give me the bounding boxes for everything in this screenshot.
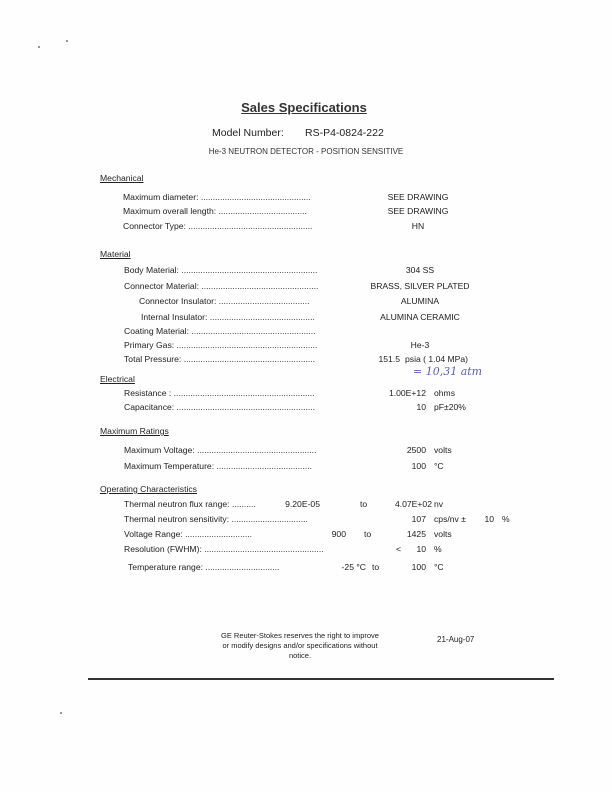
spec-label: Maximum Temperature: ...................… (124, 461, 312, 471)
spec-value: ALUMINA (400, 296, 440, 306)
spec-label: Connector Insulator: ...................… (139, 296, 310, 306)
spec-value: 10 (416, 402, 426, 412)
spec-min: 900 (331, 529, 346, 539)
section-material: Material (100, 249, 131, 259)
footer-rule (88, 678, 554, 680)
spec-label: Thermal neutron flux range: .......... (124, 499, 256, 509)
section-maximum-ratings: Maximum Ratings (100, 426, 169, 436)
spec-label: Resolution (FWHM): .....................… (124, 544, 324, 554)
spec-label: Capacitance: ...........................… (124, 402, 316, 412)
scan-speck (60, 712, 62, 714)
spec-label: Resistance : ...........................… (124, 388, 315, 398)
spec-label: Total Pressure: ........................… (124, 354, 316, 364)
spec-label: Maximum overall length: ................… (123, 206, 307, 216)
spec-unit: psia ( 1.04 MPa) (405, 354, 469, 364)
spec-unit: volts (434, 445, 452, 455)
spec-max: 1425 (406, 529, 426, 539)
spec-value: 107 (411, 514, 426, 524)
spec-label: Temperature range: .....................… (128, 562, 280, 572)
spec-value: He-3 (410, 340, 430, 350)
spec-label: Maximum diameter: ......................… (123, 192, 311, 202)
spec-value: 2500 (406, 445, 426, 455)
model-number: RS-P4-0824-222 (305, 127, 384, 139)
spec-value: HN (411, 221, 425, 231)
spec-unit: °C (434, 562, 444, 572)
handwritten-note: = 10,31 atm (413, 365, 483, 378)
spec-value: 10 (416, 544, 426, 554)
spec-to: to (372, 562, 380, 572)
spec-unit: ohms (434, 388, 456, 398)
spec-unit: °C (434, 461, 444, 471)
spec-min: 9.20E-05 (285, 499, 320, 509)
spec-unit: cps/nv ± (434, 514, 466, 524)
spec-max: 100 (411, 562, 426, 572)
spec-label: Connector Material: ....................… (124, 281, 319, 291)
page-title: Sales Specifications (241, 100, 367, 115)
spec-value: SEE DRAWING (387, 192, 449, 202)
scan-speck (66, 40, 68, 42)
spec-label: Primary Gas: ...........................… (124, 340, 318, 350)
spec-value: BRASS, SILVER PLATED (370, 281, 470, 291)
scan-speck (38, 46, 40, 48)
spec-max: 4.07E+02 (394, 499, 432, 509)
spec-label: Internal Insulator: ....................… (141, 312, 315, 322)
spec-value: 151.5 (378, 354, 400, 364)
footer-date: 21-Aug-07 (437, 635, 475, 644)
model-label: Model Number: (212, 127, 284, 139)
subtitle: He-3 NEUTRON DETECTOR - POSITION SENSITI… (208, 147, 404, 156)
spec-value: 100 (411, 461, 426, 471)
spec-min: -25 °C (341, 562, 366, 572)
section-mechanical: Mechanical (100, 173, 144, 183)
footer-notice: GE Reuter-Stokes reserves the right to i… (221, 631, 379, 660)
spec-label: Maximum Voltage: .......................… (124, 445, 317, 455)
spec-label: Body Material: .........................… (124, 265, 318, 275)
spec-tolerance: 10 (484, 514, 494, 524)
spec-unit: % (434, 544, 442, 554)
section-operating-characteristics: Operating Characteristics (100, 484, 197, 494)
spec-label: Connector Type: ........................… (123, 221, 313, 231)
spec-unit: volts (434, 529, 452, 539)
spec-value: 304 SS (405, 265, 435, 275)
spec-label: Coating Material: ......................… (124, 326, 316, 336)
spec-to: to (364, 529, 372, 539)
spec-label: Thermal neutron sensitivity: ...........… (124, 514, 308, 524)
spec-tolerance-unit: % (502, 514, 510, 524)
section-electrical: Electrical (100, 374, 135, 384)
spec-value: ALUMINA CERAMIC (380, 312, 460, 322)
spec-unit: nv (434, 499, 444, 509)
spec-unit: pF±20% (434, 402, 466, 412)
spec-value: SEE DRAWING (387, 206, 449, 216)
spec-value: 1.00E+12 (388, 388, 426, 398)
spec-label: Voltage Range: .........................… (124, 529, 253, 539)
spec-to: to (360, 499, 368, 509)
spec-prefix: < (396, 544, 402, 554)
